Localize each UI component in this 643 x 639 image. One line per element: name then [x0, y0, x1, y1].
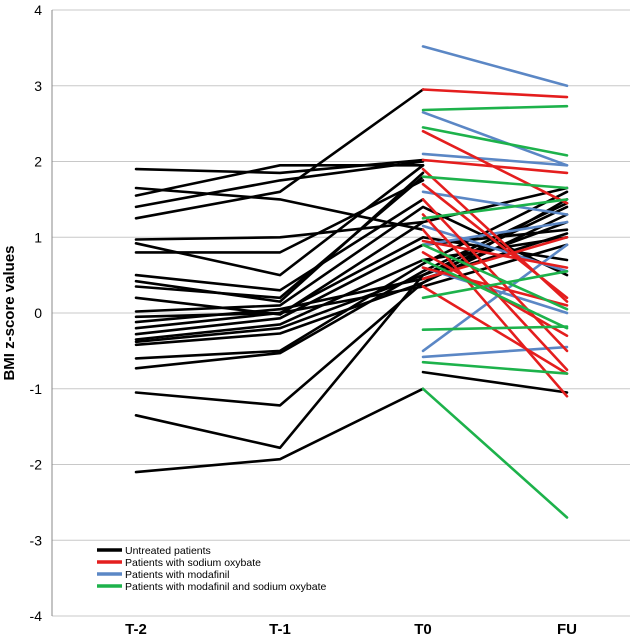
x-tick-label: T0: [414, 621, 432, 638]
legend-label: Untreated patients: [125, 545, 211, 557]
series-line: [421, 190, 569, 216]
legend-label: Patients with sodium oxybate: [125, 557, 261, 569]
x-tick-label: FU: [557, 621, 577, 638]
series-line: [134, 164, 425, 277]
series-line: [421, 126, 569, 157]
series-line: [421, 387, 569, 519]
series-line: [134, 88, 425, 220]
y-tick-label: -3: [30, 532, 43, 548]
series-line: [421, 325, 569, 332]
series-line: [421, 182, 569, 300]
series-line: [134, 158, 425, 175]
y-tick-label: -4: [30, 608, 43, 624]
legend-label: Patients with modafinil and sodium oxyba…: [125, 581, 327, 593]
series-lines: [134, 45, 569, 519]
series-line: [421, 228, 569, 398]
y-tick-label: 0: [34, 305, 42, 321]
series-line: [134, 160, 425, 209]
series-line: [134, 171, 425, 303]
series-line: [421, 45, 569, 88]
y-tick-label: 2: [34, 154, 42, 170]
series-line: [134, 243, 569, 319]
series-line: [134, 179, 425, 254]
legend-label: Patients with modafinil: [125, 569, 229, 581]
series-line: [134, 205, 569, 313]
x-tick-labels: T-2 T-1 T0 FU: [125, 621, 577, 638]
series-line: [134, 186, 425, 231]
series-line: [421, 345, 569, 359]
series-line: [421, 239, 569, 269]
x-tick-label: T-2: [125, 621, 147, 638]
series-line: [421, 285, 569, 375]
series-line: [421, 158, 569, 175]
series-line: [134, 387, 425, 474]
series-line: [134, 228, 569, 336]
y-tick-label: -2: [30, 457, 43, 473]
series-line: [134, 186, 569, 316]
series-line: [421, 88, 569, 99]
series-line: [421, 258, 569, 330]
y-tick-label: -1: [30, 381, 43, 397]
series-line: [421, 198, 569, 220]
y-axis-label: BMI z-score values: [1, 245, 18, 380]
series-line: [421, 198, 569, 353]
x-tick-label: T-1: [269, 621, 291, 638]
y-tick-label: 4: [34, 2, 42, 18]
series-line: [134, 220, 425, 241]
y-tick-label: 3: [34, 78, 42, 94]
series-line: [421, 269, 569, 300]
series-line: [421, 243, 569, 311]
series-line: [134, 198, 425, 292]
y-tick-labels: 4 3 2 1 0 -1 -2 -3 -4: [30, 2, 43, 624]
series-line: [421, 360, 569, 375]
series-line: [421, 104, 569, 112]
series-line: [421, 175, 569, 190]
series-line: [421, 152, 569, 167]
series-line: [421, 111, 569, 167]
y-tick-label: 1: [34, 229, 42, 245]
series-line: [421, 213, 569, 372]
series-line: [421, 370, 569, 394]
